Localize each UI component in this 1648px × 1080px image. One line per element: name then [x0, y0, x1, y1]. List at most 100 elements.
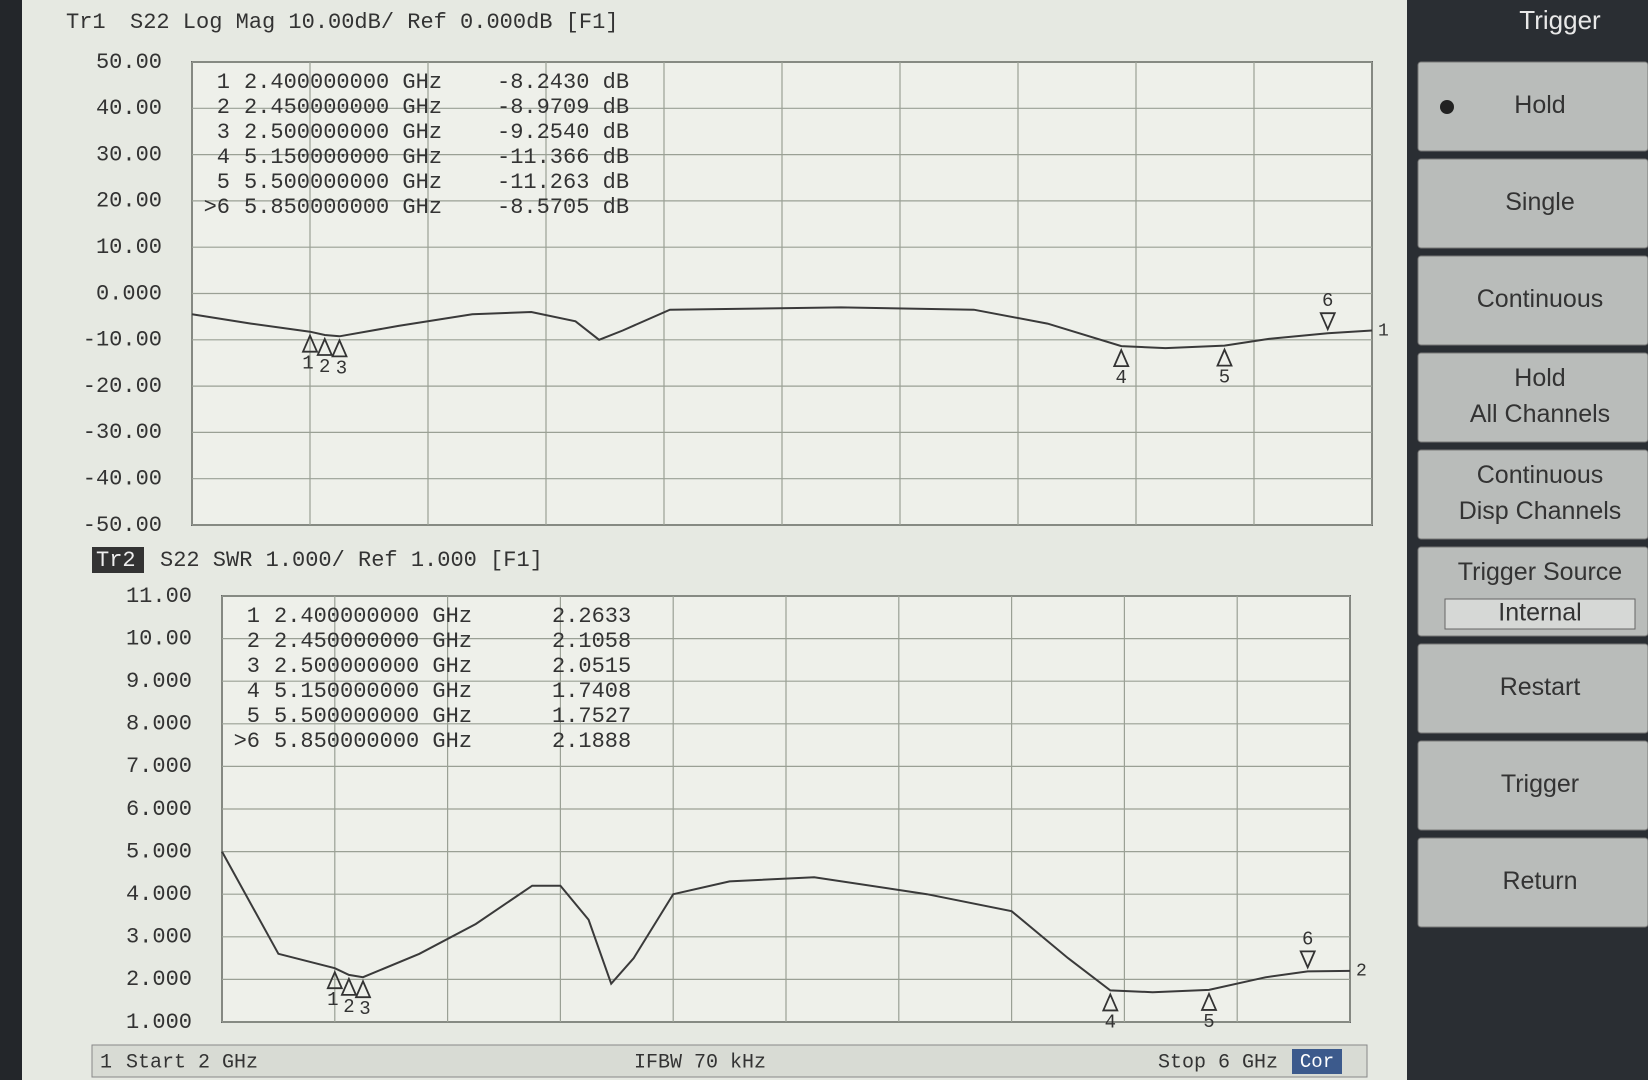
y-tick-label: 9.000	[126, 669, 192, 694]
marker-frequency: 2.500000000 GHz	[244, 120, 442, 145]
trace-id: 2	[1356, 962, 1367, 982]
marker-name: 6	[1322, 290, 1333, 312]
y-tick-label: 0.000	[96, 281, 162, 306]
y-tick-label: 8.000	[126, 712, 192, 737]
trace-id: 1	[1378, 321, 1389, 341]
y-tick-label: -50.00	[83, 513, 162, 538]
y-tick-label: -30.00	[83, 420, 162, 445]
marker-frequency: 5.500000000 GHz	[244, 170, 442, 195]
marker-id: 3	[247, 654, 260, 679]
marker	[354, 978, 372, 999]
status-bar	[91, 1044, 1368, 1078]
marker-id: 4	[247, 679, 260, 704]
y-tick-label: 11.00	[126, 584, 192, 609]
marker-id: 5	[247, 704, 260, 729]
status-channel: 1	[100, 1051, 112, 1074]
status-cor: Cor	[1300, 1051, 1334, 1073]
bezel	[0, 0, 22, 1080]
marker-value: 2.1888	[552, 729, 631, 754]
y-tick-label: 7.000	[126, 754, 192, 779]
marker	[331, 338, 348, 358]
y-tick-label: 20.00	[96, 189, 162, 214]
marker-name: 4	[1116, 367, 1127, 389]
softkey-label[interactable]: Single	[1505, 188, 1575, 216]
marker-value: -9.2540 dB	[497, 120, 629, 145]
y-tick-label: 3.000	[126, 925, 192, 950]
softkey-label[interactable]: Disp Channels	[1459, 497, 1622, 525]
y-tick-label: 1.000	[126, 1010, 192, 1035]
softkey-label[interactable]: Continuous	[1477, 285, 1603, 313]
marker	[1319, 312, 1337, 332]
marker-value: -8.9709 dB	[497, 95, 629, 120]
trace-label: Tr1	[66, 10, 106, 35]
softkey-value-box	[1444, 598, 1636, 630]
marker-name: 5	[1219, 367, 1230, 389]
softkey-label[interactable]: Hold	[1514, 91, 1565, 119]
marker-id: >6	[204, 195, 230, 220]
marker	[301, 333, 319, 353]
softkey[interactable]	[1417, 740, 1648, 831]
marker-name: 2	[319, 356, 330, 378]
y-tick-label: -20.00	[83, 374, 162, 399]
softkey[interactable]	[1417, 449, 1648, 540]
marker-frequency: 5.850000000 GHz	[244, 195, 442, 220]
marker-value: 1.7408	[552, 679, 631, 704]
status-stop: Stop 6 GHz	[1158, 1051, 1278, 1074]
marker	[1299, 950, 1317, 970]
marker-id: 1	[217, 70, 230, 95]
marker-id: 1	[247, 604, 260, 629]
y-tick-label: 6.000	[126, 797, 192, 822]
marker-frequency: 5.150000000 GHz	[244, 145, 442, 170]
status-start: Start 2 GHz	[126, 1051, 258, 1074]
chart-title: S22 SWR 1.000/ Ref 1.000 [F1]	[160, 548, 543, 573]
marker	[1200, 991, 1218, 1011]
softkey-label[interactable]: Return	[1502, 867, 1577, 895]
marker	[1101, 992, 1119, 1012]
marker-value: -8.5705 dB	[497, 195, 629, 220]
marker-id: >6	[234, 729, 260, 754]
softkey[interactable]	[1417, 837, 1648, 928]
marker-name: 3	[336, 357, 347, 379]
y-tick-label: 5.000	[126, 839, 192, 864]
marker	[340, 976, 358, 996]
softkey-label[interactable]: Continuous	[1477, 461, 1603, 489]
softkey-label[interactable]: Trigger Source	[1458, 558, 1622, 586]
marker-name: 5	[1203, 1011, 1214, 1033]
marker-id: 4	[217, 145, 230, 170]
softkey[interactable]	[1417, 643, 1648, 734]
marker-id: 3	[217, 120, 230, 145]
softkey[interactable]	[1417, 158, 1648, 249]
softkey[interactable]	[1417, 352, 1648, 443]
softkey[interactable]	[1417, 255, 1648, 346]
y-tick-label: 2.000	[126, 967, 192, 992]
softkey-label[interactable]: Restart	[1500, 673, 1581, 701]
softkey-label[interactable]: Hold	[1514, 364, 1565, 392]
marker-frequency: 2.400000000 GHz	[274, 604, 472, 629]
marker-frequency: 2.450000000 GHz	[274, 629, 472, 654]
marker-frequency: 5.500000000 GHz	[274, 704, 472, 729]
softkey-indicator	[1440, 100, 1454, 114]
y-tick-label: 10.00	[96, 235, 162, 260]
marker-frequency: 2.400000000 GHz	[244, 70, 442, 95]
marker-id: 2	[217, 95, 230, 120]
marker-name: 4	[1105, 1011, 1116, 1033]
trace-label-box	[92, 547, 144, 573]
chart-title: S22 Log Mag 10.00dB/ Ref 0.000dB [F1]	[130, 10, 618, 35]
softkey-value[interactable]: Internal	[1498, 599, 1581, 627]
marker-frequency: 5.150000000 GHz	[274, 679, 472, 704]
marker	[316, 336, 334, 356]
softkey-label[interactable]: All Channels	[1470, 400, 1610, 428]
cor-badge	[1292, 1049, 1342, 1074]
softkey-label[interactable]: Trigger	[1501, 770, 1579, 798]
y-tick-label: 40.00	[96, 96, 162, 121]
marker-name: 2	[343, 996, 354, 1018]
marker-frequency: 5.850000000 GHz	[274, 729, 472, 754]
marker-value: -11.263 dB	[497, 170, 629, 195]
y-tick-label: 30.00	[96, 142, 162, 167]
y-tick-label: -40.00	[83, 467, 162, 492]
softkey[interactable]	[1417, 61, 1648, 152]
marker-value: 2.2633	[552, 604, 631, 629]
marker-value: 1.7527	[552, 704, 631, 729]
trace-label: Tr2	[96, 548, 136, 573]
